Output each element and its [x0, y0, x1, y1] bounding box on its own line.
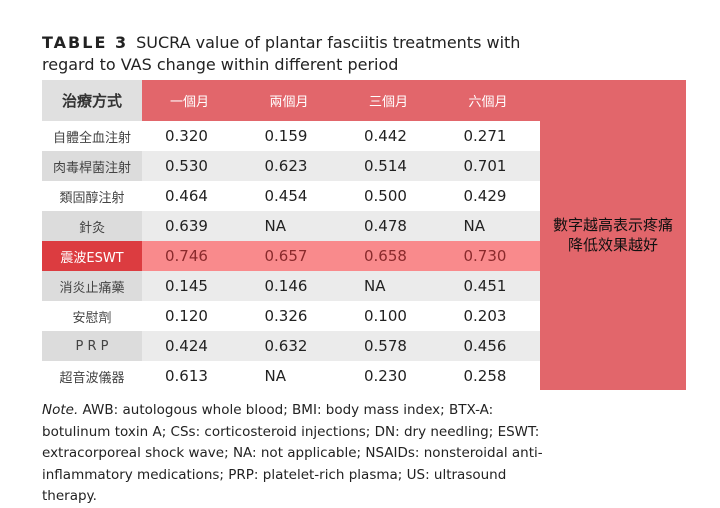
table-row: 消炎止痛藥 0.145 0.146 NA 0.451: [42, 271, 540, 301]
sucra-value: 0.658: [341, 241, 441, 271]
table-row: 針灸 0.639 NA 0.478 NA: [42, 211, 540, 241]
sucra-table: 治療方式 一個月 兩個月 三個月 六個月 自體全血注射 0.320 0.159 0.4…: [42, 80, 540, 391]
note-label: Note.: [42, 402, 79, 418]
table-number: TABLE 3: [42, 33, 129, 52]
sucra-value: NA: [241, 361, 341, 391]
treatment-name: 超音波儀器: [42, 361, 142, 391]
sucra-value: 0.530: [142, 151, 242, 181]
table-row: 肉毒桿菌注射 0.530 0.623 0.514 0.701: [42, 151, 540, 181]
header-1-month: 一個月: [142, 80, 242, 121]
sucra-value: 0.578: [341, 331, 441, 361]
sucra-value: 0.730: [440, 241, 540, 271]
header-treatment: 治療方式: [42, 80, 142, 121]
sucra-value: 0.639: [142, 211, 242, 241]
sucra-value: NA: [341, 271, 441, 301]
sucra-value: 0.657: [241, 241, 341, 271]
header-3-month: 三個月: [341, 80, 441, 121]
table-note: Note. AWB: autologous whole blood; BMI: …: [42, 400, 562, 508]
treatment-name: 肉毒桿菌注射: [42, 151, 142, 181]
sucra-value: 0.320: [142, 121, 242, 151]
sucra-value: 0.442: [341, 121, 441, 151]
header-2-month: 兩個月: [241, 80, 341, 121]
table-row: 震波ESWT 0.746 0.657 0.658 0.730: [42, 241, 540, 271]
sucra-value: 0.456: [440, 331, 540, 361]
sucra-value: 0.424: [142, 331, 242, 361]
table-row: 超音波儀器 0.613 NA 0.230 0.258: [42, 361, 540, 391]
sucra-value: 0.514: [341, 151, 441, 181]
treatment-name: 震波ESWT: [42, 241, 142, 271]
sucra-value: NA: [241, 211, 341, 241]
sucra-value: 0.145: [142, 271, 242, 301]
sucra-value: 0.478: [341, 211, 441, 241]
table-caption: TABLE 3 SUCRA value of plantar fasciitis …: [42, 32, 562, 76]
sucra-value: 0.623: [241, 151, 341, 181]
note-text: AWB: autologous whole blood; BMI: body m…: [42, 402, 543, 504]
sucra-value: NA: [440, 211, 540, 241]
treatment-name: 安慰劑: [42, 301, 142, 331]
sucra-value: 0.746: [142, 241, 242, 271]
table-row: 類固醇注射 0.464 0.454 0.500 0.429: [42, 181, 540, 211]
header-6-month: 六個月: [440, 80, 540, 121]
table-row: P R P 0.424 0.632 0.578 0.456: [42, 331, 540, 361]
sucra-value: 0.500: [341, 181, 441, 211]
callout-note: 數字越高表示疼痛降低效果越好: [540, 80, 686, 390]
treatment-name: P R P: [42, 331, 142, 361]
sucra-value: 0.326: [241, 301, 341, 331]
sucra-value: 0.258: [440, 361, 540, 391]
sucra-value: 0.120: [142, 301, 242, 331]
sucra-value: 0.464: [142, 181, 242, 211]
sucra-value: 0.613: [142, 361, 242, 391]
sucra-value: 0.146: [241, 271, 341, 301]
sucra-value: 0.203: [440, 301, 540, 331]
sucra-value: 0.230: [341, 361, 441, 391]
sucra-value: 0.454: [241, 181, 341, 211]
sucra-value: 0.451: [440, 271, 540, 301]
sucra-value: 0.100: [341, 301, 441, 331]
sucra-value: 0.429: [440, 181, 540, 211]
sucra-value: 0.271: [440, 121, 540, 151]
treatment-name: 類固醇注射: [42, 181, 142, 211]
sucra-value: 0.701: [440, 151, 540, 181]
treatment-name: 針灸: [42, 211, 142, 241]
header-row: 治療方式 一個月 兩個月 三個月 六個月: [42, 80, 540, 121]
treatment-name: 消炎止痛藥: [42, 271, 142, 301]
table-row: 自體全血注射 0.320 0.159 0.442 0.271: [42, 121, 540, 151]
sucra-value: 0.159: [241, 121, 341, 151]
table-row: 安慰劑 0.120 0.326 0.100 0.203: [42, 301, 540, 331]
sucra-value: 0.632: [241, 331, 341, 361]
treatment-name: 自體全血注射: [42, 121, 142, 151]
table-title: SUCRA value of plantar fasciitis treatme…: [42, 33, 521, 74]
